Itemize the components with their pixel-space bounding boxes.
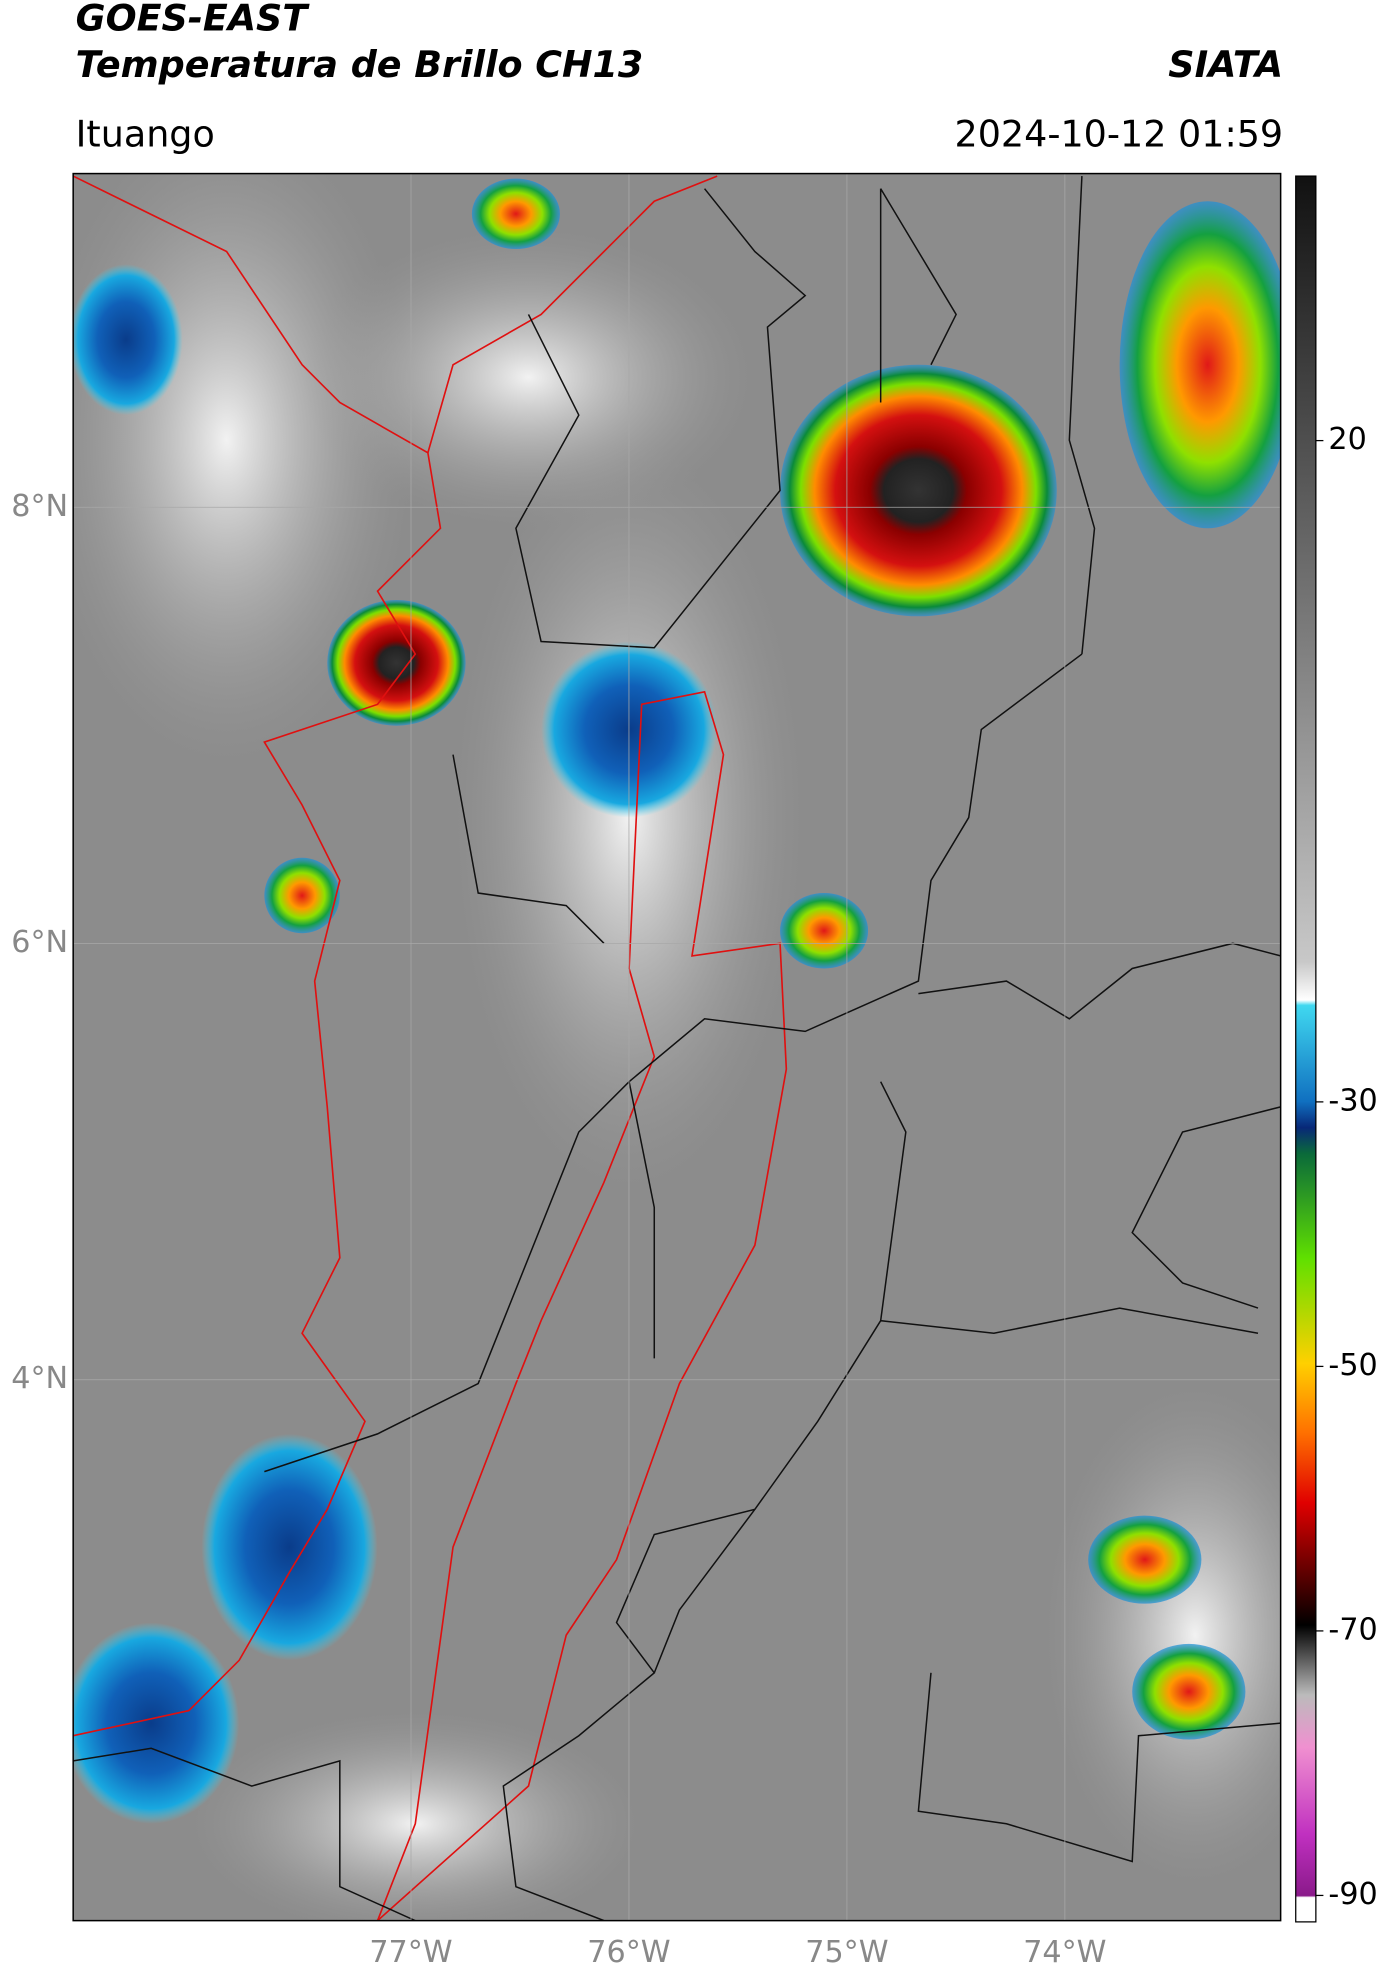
colorbar-tick-label: -90 <box>1328 1877 1377 1912</box>
convective-cloud <box>1132 1643 1246 1740</box>
map-image <box>73 173 1281 1921</box>
convective-cloud <box>1119 201 1281 529</box>
cloud <box>302 226 755 529</box>
lat-tick-label: 8°N <box>11 489 68 524</box>
cold-cloud <box>73 1622 240 1824</box>
colorbar <box>1295 175 1317 1923</box>
lat-tick-label: 4°N <box>11 1361 68 1396</box>
lat-tick-label: 6°N <box>11 925 68 960</box>
colorbar-tick-label: 20 <box>1328 422 1366 457</box>
admin-boundaries <box>73 176 1281 1921</box>
convective-storm <box>780 364 1057 617</box>
cloud <box>1044 1383 1281 1887</box>
convective-cloud <box>471 178 560 250</box>
map-frame <box>72 172 1282 1922</box>
source: SIATA <box>1168 43 1283 86</box>
datetime: 2024-10-12 01:59 <box>955 112 1284 155</box>
convective-cloud <box>1088 1515 1202 1604</box>
coastline <box>427 175 718 454</box>
lon-tick-label: 74°W <box>1023 1935 1106 1970</box>
title-line1: GOES-EAST <box>76 0 311 40</box>
convective-cloud <box>780 893 869 969</box>
lon-tick-label: 76°W <box>587 1935 670 1970</box>
coastline <box>73 175 442 1737</box>
lon-tick-label: 77°W <box>369 1935 452 1970</box>
cold-cloud <box>201 1433 378 1661</box>
cloud <box>188 1710 642 1921</box>
convective-cloud <box>264 857 340 934</box>
title-line2: Temperatura de Brillo CH13 <box>76 43 644 86</box>
lon-tick-label: 75°W <box>805 1935 888 1970</box>
colorbar-tick-label: -70 <box>1328 1612 1377 1647</box>
region-boundary <box>376 690 788 1921</box>
location: Ituango <box>76 112 215 155</box>
colorbar-tick-label: -30 <box>1328 1083 1377 1118</box>
cold-cloud <box>73 264 183 416</box>
convective-storm <box>327 599 466 726</box>
graticule <box>73 173 1281 1921</box>
colorbar-tick-label: -50 <box>1328 1348 1377 1383</box>
